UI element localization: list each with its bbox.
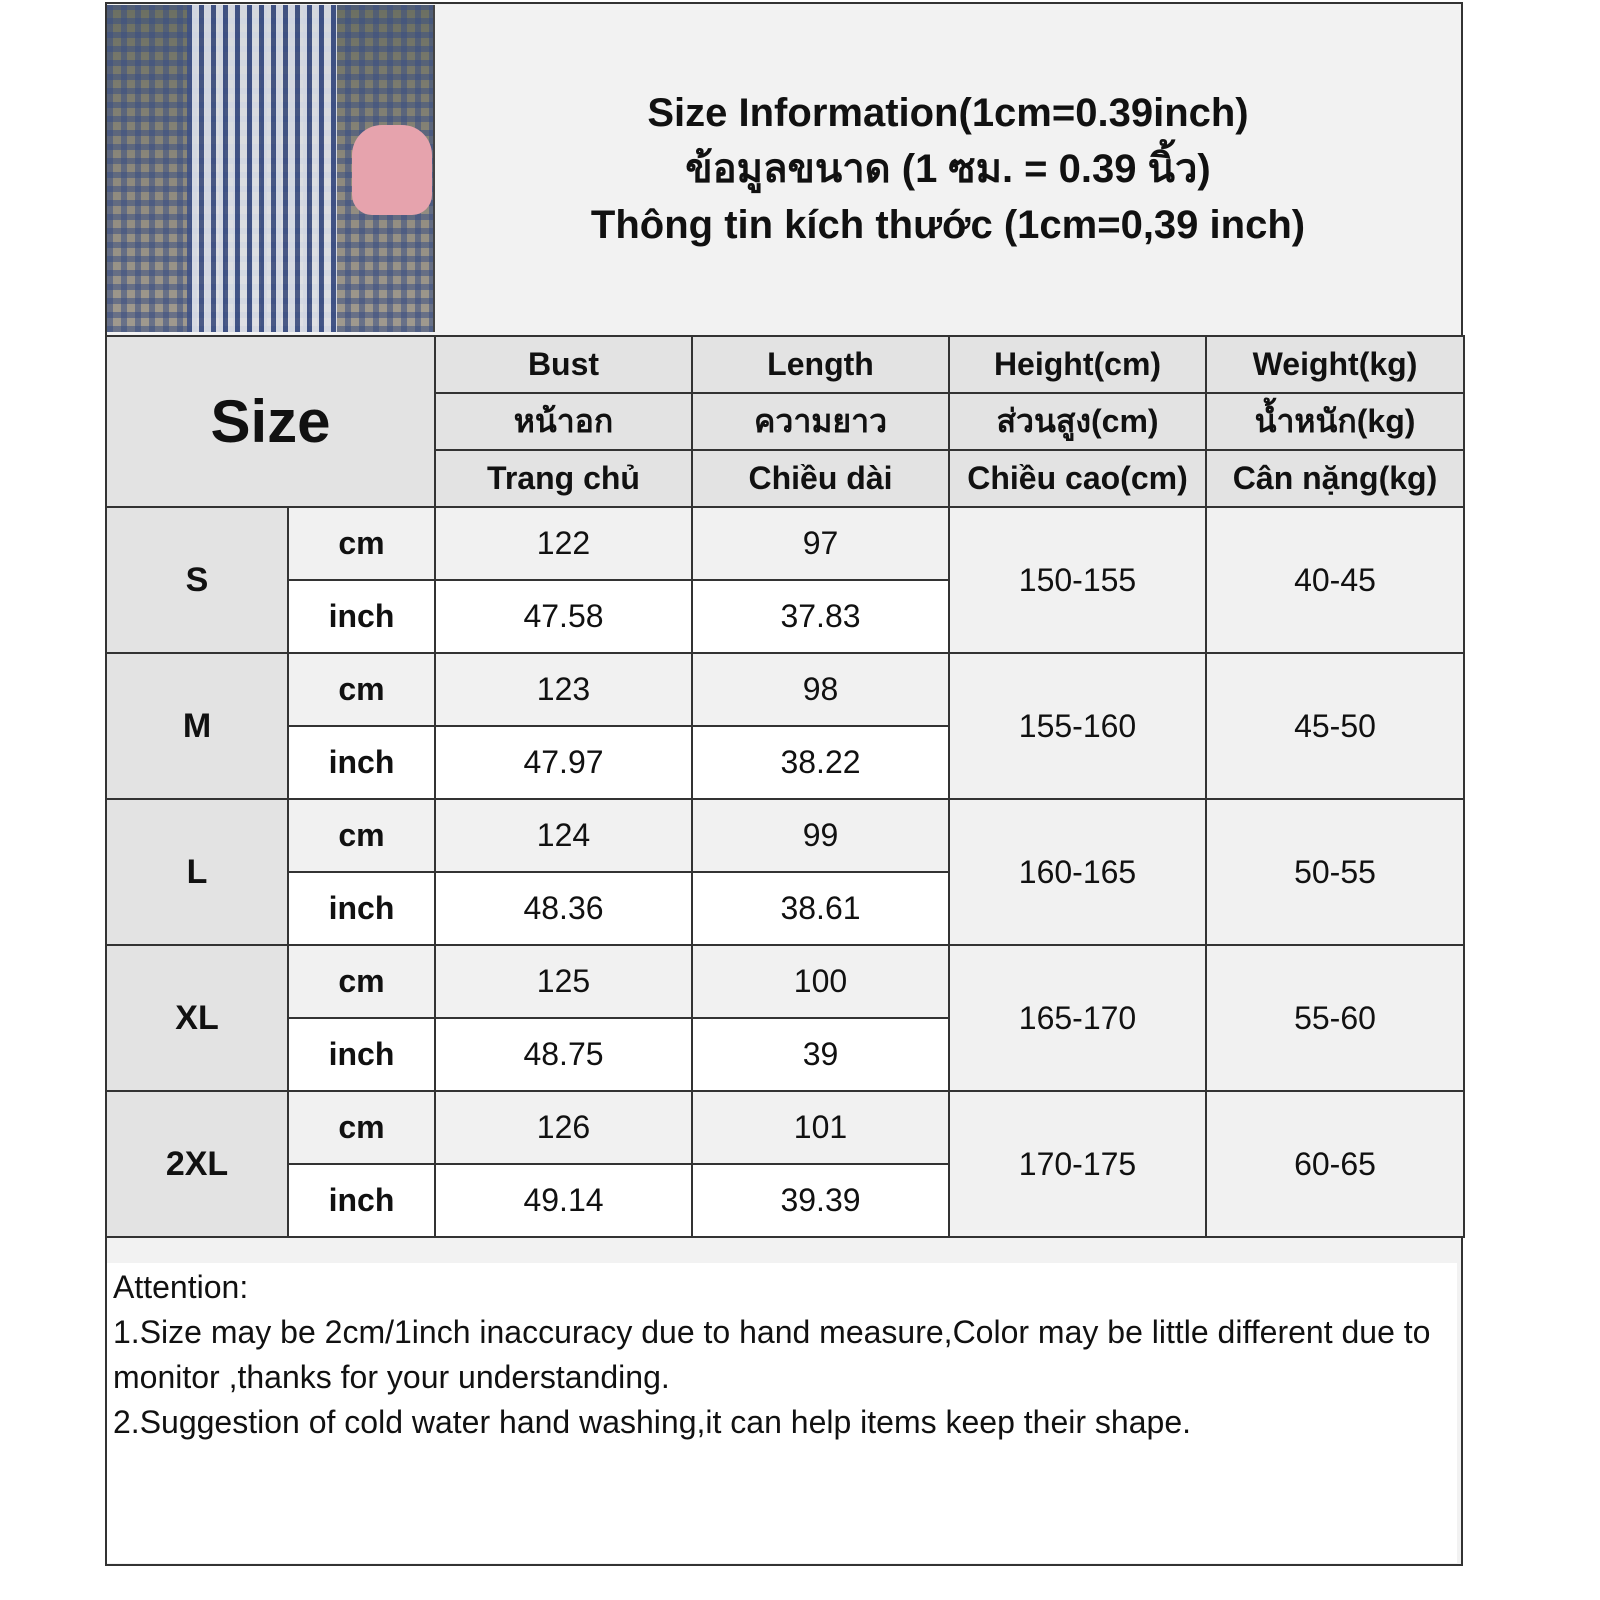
- weight-range: 50-55: [1205, 798, 1465, 946]
- header-length: Length: [691, 335, 950, 394]
- note-2: 2.Suggestion of cold water hand washing,…: [113, 1404, 1191, 1440]
- bust-inch: 48.75: [434, 1017, 693, 1092]
- note-1: 1.Size may be 2cm/1inch inaccuracy due t…: [113, 1314, 1431, 1395]
- length-cm: 101: [691, 1090, 950, 1165]
- weight-range: 55-60: [1205, 944, 1465, 1092]
- length-cm: 100: [691, 944, 950, 1019]
- unit-inch: inch: [287, 1163, 436, 1238]
- unit-inch: inch: [287, 725, 436, 800]
- header-height: Height(cm): [948, 335, 1207, 394]
- size-header: Size: [105, 335, 436, 508]
- table-row-inch: inch 47.97 38.22: [106, 725, 1464, 800]
- height-range: 165-170: [948, 944, 1207, 1092]
- unit-inch: inch: [287, 871, 436, 946]
- unit-cm: cm: [287, 798, 436, 873]
- header-weight-thai: น้ำหนัก(kg): [1205, 392, 1465, 451]
- bust-inch: 49.14: [434, 1163, 693, 1238]
- length-inch: 39: [691, 1017, 950, 1092]
- header-weight: Weight(kg): [1205, 335, 1465, 394]
- length-cm: 98: [691, 652, 950, 727]
- product-photo: [107, 5, 435, 332]
- length-inch: 39.39: [691, 1163, 950, 1238]
- length-inch: 38.61: [691, 871, 950, 946]
- size-cell: L: [105, 798, 289, 946]
- bust-inch: 47.97: [434, 725, 693, 800]
- height-range: 170-175: [948, 1090, 1207, 1238]
- length-inch: 38.22: [691, 725, 950, 800]
- unit-cm: cm: [287, 652, 436, 727]
- size-cell: S: [105, 506, 289, 654]
- title-english: Size Information(1cm=0.39inch): [647, 90, 1249, 135]
- title-thai: ข้อมูลขนาด (1 ซม. = 0.39 นิ้ว): [685, 146, 1211, 191]
- height-range: 155-160: [948, 652, 1207, 800]
- size-cell: XL: [105, 944, 289, 1092]
- plaid-shirt-image: [187, 5, 337, 332]
- header-weight-vi: Cân nặng(kg): [1205, 449, 1465, 508]
- bust-inch: 47.58: [434, 579, 693, 654]
- unit-cm: cm: [287, 1090, 436, 1165]
- length-cm: 99: [691, 798, 950, 873]
- bust-cm: 122: [434, 506, 693, 581]
- table-row-inch: inch 48.36 38.61: [106, 871, 1464, 946]
- header-bust-vi: Trang chủ: [434, 449, 693, 508]
- bust-cm: 126: [434, 1090, 693, 1165]
- notes-heading: Attention:: [113, 1269, 249, 1305]
- height-range: 150-155: [948, 506, 1207, 654]
- weight-range: 60-65: [1205, 1090, 1465, 1238]
- header-bust: Bust: [434, 335, 693, 394]
- unit-cm: cm: [287, 506, 436, 581]
- length-cm: 97: [691, 506, 950, 581]
- unit-cm: cm: [287, 944, 436, 1019]
- size-info-title: Size Information(1cm=0.39inch) ข้อมูลขนา…: [435, 5, 1461, 332]
- table-row-inch: inch 47.58 37.83: [106, 579, 1464, 654]
- unit-inch: inch: [287, 1017, 436, 1092]
- header-height-thai: ส่วนสูง(cm): [948, 392, 1207, 451]
- pink-bag-image: [352, 125, 432, 215]
- table-row-inch: inch 48.75 39: [106, 1017, 1464, 1092]
- size-cell: M: [105, 652, 289, 800]
- table-row-cm: XL cm 125 100 165-170 55-60: [105, 944, 1465, 1092]
- size-cell: 2XL: [105, 1090, 289, 1238]
- weight-range: 40-45: [1205, 506, 1465, 654]
- header-height-vi: Chiều cao(cm): [948, 449, 1207, 508]
- size-table: Size Bust Length Height(cm) Weight(kg) ห…: [105, 335, 1465, 1238]
- bust-cm: 123: [434, 652, 693, 727]
- bust-cm: 124: [434, 798, 693, 873]
- bust-inch: 48.36: [434, 871, 693, 946]
- table-row-inch: inch 49.14 39.39: [106, 1163, 1464, 1238]
- header-bust-thai: หน้าอก: [434, 392, 693, 451]
- height-range: 160-165: [948, 798, 1207, 946]
- header-length-vi: Chiều dài: [691, 449, 950, 508]
- title-vietnamese: Thông tin kích thước (1cm=0,39 inch): [590, 202, 1306, 247]
- header-length-thai: ความยาว: [691, 392, 950, 451]
- attention-notes: Attention: 1.Size may be 2cm/1inch inacc…: [107, 1263, 1457, 1563]
- table-row-cm: 2XL cm 126 101 170-175 60-65: [105, 1090, 1465, 1238]
- length-inch: 37.83: [691, 579, 950, 654]
- weight-range: 45-50: [1205, 652, 1465, 800]
- unit-inch: inch: [287, 579, 436, 654]
- bust-cm: 125: [434, 944, 693, 1019]
